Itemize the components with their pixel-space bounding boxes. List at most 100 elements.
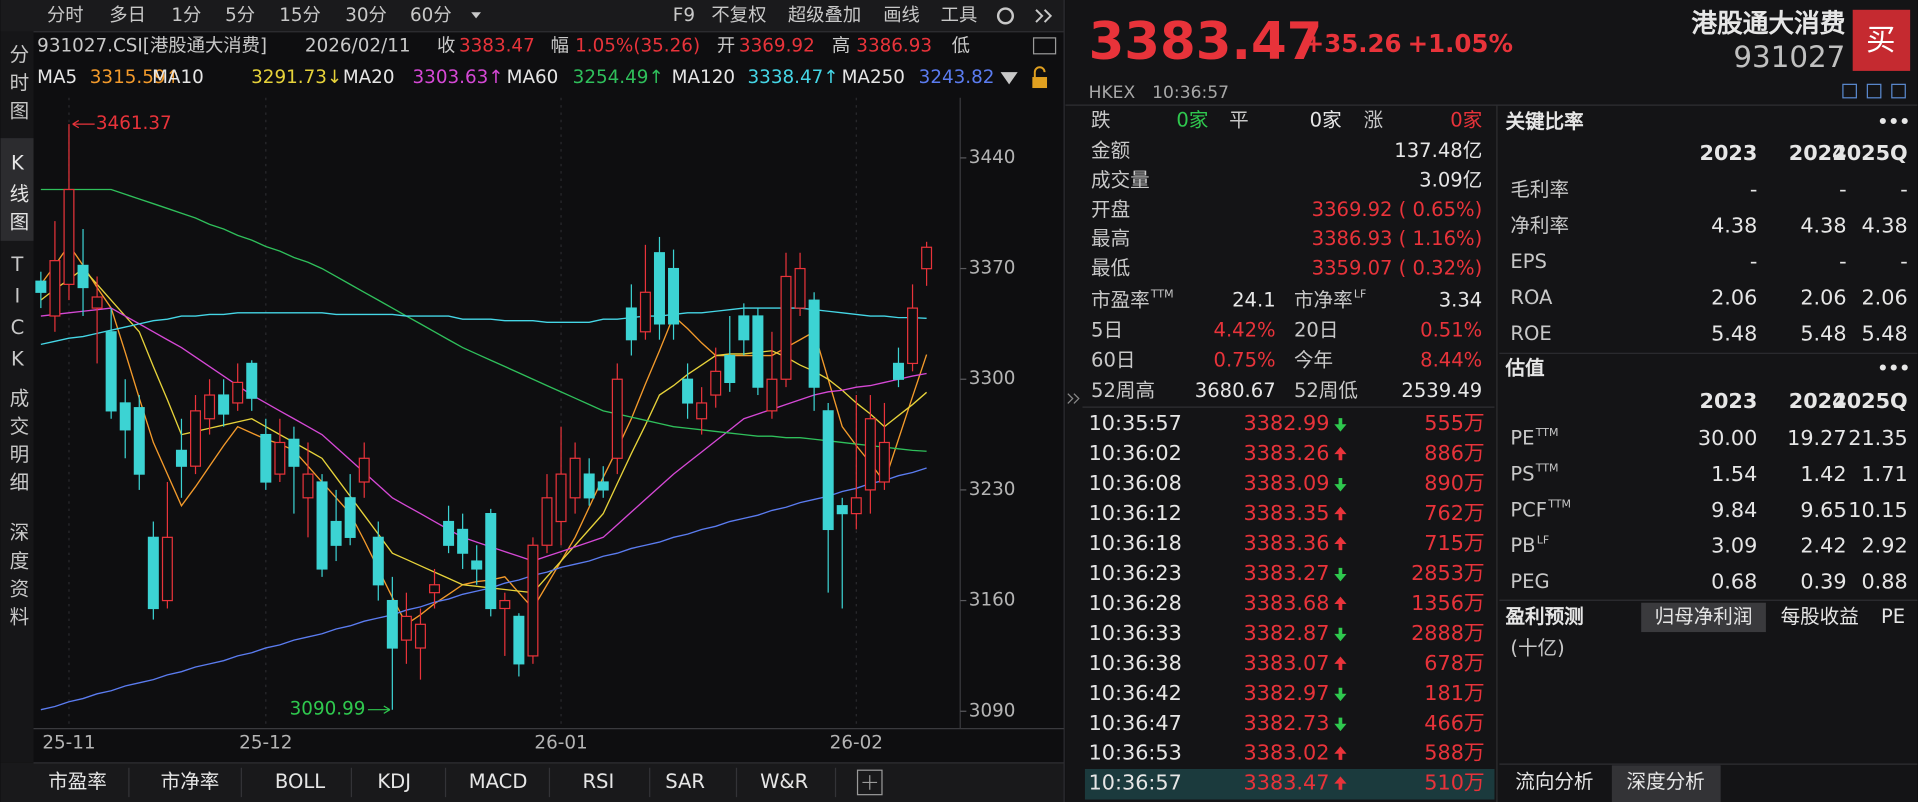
cell-value: 5.48: [1861, 321, 1907, 345]
candle-body: [597, 481, 609, 491]
stat-label: 金额: [1091, 139, 1130, 162]
dropdown-icon[interactable]: [471, 12, 481, 19]
candle-body: [907, 307, 919, 365]
candle-body: [738, 315, 750, 341]
column-header: 2025Q: [1832, 141, 1907, 165]
tick-arrow: [1334, 567, 1347, 582]
cell-value: -: [1750, 178, 1757, 202]
indicator-tab[interactable]: 市净率: [161, 770, 220, 793]
indicator-tab[interactable]: 市盈率: [48, 770, 107, 793]
index-name: 港股通大消费: [1691, 9, 1845, 39]
tool-button[interactable]: 超级叠加: [788, 5, 861, 26]
period-tab[interactable]: 30分: [345, 5, 387, 26]
settings-icon[interactable]: [996, 7, 1015, 25]
tick-arrow: [1334, 627, 1347, 642]
indicator-tab[interactable]: BOLL: [275, 770, 325, 793]
indicator-tab[interactable]: W&R: [760, 770, 809, 793]
add-indicator-icon: [862, 775, 878, 790]
candle-body: [653, 252, 665, 325]
window-icon[interactable]: [1032, 37, 1057, 55]
tick-volume: 181万: [1424, 681, 1484, 705]
tool-button[interactable]: 不复权: [711, 5, 766, 26]
section-title: 关键比率: [1505, 110, 1583, 133]
candle-body: [119, 402, 131, 431]
buy-button[interactable]: 买: [1866, 23, 1895, 57]
side-tab[interactable]: K线图: [6, 152, 29, 240]
tool-icon[interactable]: [1842, 83, 1857, 99]
info-text: 低: [952, 35, 970, 56]
candle-body: [752, 315, 764, 388]
annotation-arrow: [72, 119, 95, 129]
row-label: 净利率: [1510, 214, 1569, 237]
side-tab[interactable]: 深度资料: [6, 522, 29, 634]
forecast-tab[interactable]: PE: [1881, 605, 1905, 628]
side-tab[interactable]: 成交明细: [6, 388, 29, 500]
forecast-tab[interactable]: 归母净利润: [1655, 605, 1753, 628]
bottom-tab[interactable]: 深度分析: [1627, 770, 1705, 793]
collapse-icon[interactable]: [1067, 393, 1080, 404]
breadth-label: 跌: [1091, 109, 1111, 132]
candle-body: [443, 520, 455, 546]
period-tab[interactable]: 分时: [47, 5, 84, 26]
tick-price: 3382.73: [1244, 711, 1330, 735]
cell-value: 4.38: [1711, 214, 1757, 238]
indicator-tab[interactable]: KDJ: [377, 770, 411, 793]
period-tab[interactable]: 60分: [410, 5, 452, 26]
buy-button-bg[interactable]: [1852, 9, 1911, 71]
indicator-tab[interactable]: MACD: [469, 770, 528, 793]
period-tab[interactable]: 多日: [109, 5, 146, 26]
y-tick-label: 3300: [969, 368, 1016, 389]
indicator-tab[interactable]: RSI: [582, 770, 614, 793]
cell-value: 0.39: [1800, 570, 1846, 594]
period-tab[interactable]: 5分: [225, 5, 255, 26]
tick-volume: 2853万: [1411, 561, 1485, 585]
ma-line: [40, 307, 927, 346]
legend-value: 3303.63↑: [413, 67, 504, 88]
row-label: PE: [1510, 426, 1534, 449]
row-label: EPS: [1510, 250, 1547, 273]
candle-body: [400, 615, 412, 641]
price-change-pct: +1.05%: [1408, 29, 1513, 58]
cell-value: 9.65: [1800, 498, 1846, 522]
lock-icon[interactable]: [1032, 77, 1048, 89]
info-text: 1.05%(35.26): [575, 35, 700, 56]
tick-price: 3383.36: [1244, 531, 1330, 555]
more-button[interactable]: •••: [1877, 359, 1910, 379]
tool-button[interactable]: F9: [673, 5, 695, 26]
quote-time: 10:36:57: [1152, 83, 1229, 103]
tool-icon[interactable]: [1866, 83, 1882, 99]
tick-arrow: [1334, 717, 1347, 732]
candle-body: [133, 407, 145, 475]
candle-body: [611, 378, 623, 459]
candle-body: [288, 438, 300, 467]
bottom-tab[interactable]: 流向分析: [1515, 770, 1593, 793]
side-tab[interactable]: TICK: [6, 253, 29, 379]
tick-price: 3383.02: [1244, 741, 1330, 765]
tick-volume: 890万: [1424, 471, 1484, 495]
period-tab[interactable]: 1分: [171, 5, 201, 26]
candle-body: [527, 544, 539, 657]
side-tab[interactable]: 分时图: [6, 44, 29, 128]
tool-icon[interactable]: [1891, 83, 1906, 99]
add-indicator-icon[interactable]: [856, 769, 883, 796]
tool-button[interactable]: 工具: [941, 5, 978, 26]
tool-button[interactable]: 画线: [883, 5, 920, 26]
forecast-tab[interactable]: 每股收益: [1781, 605, 1859, 628]
expand-icon[interactable]: [1035, 9, 1053, 23]
candle-body: [246, 362, 258, 399]
tick-price: 3383.47: [1244, 771, 1330, 795]
candle-body: [218, 394, 230, 415]
stat-value: 3359.07 ( 0.32%): [1312, 256, 1483, 279]
legend-collapse-icon[interactable]: [1000, 72, 1018, 85]
more-button[interactable]: •••: [1877, 112, 1910, 132]
period-tab[interactable]: 15分: [279, 5, 321, 26]
cell-value: 2.06: [1711, 286, 1757, 310]
cell-value: 2.06: [1861, 286, 1907, 310]
candle-body: [204, 394, 216, 420]
right-panel-bg: [1065, 0, 1918, 802]
legend-name: MA60: [507, 67, 559, 88]
column-header: 2023: [1700, 389, 1758, 413]
indicator-tab[interactable]: SAR: [665, 770, 705, 793]
stat-value: 8.44%: [1420, 349, 1482, 372]
toolbar-bg: [0, 0, 1065, 32]
